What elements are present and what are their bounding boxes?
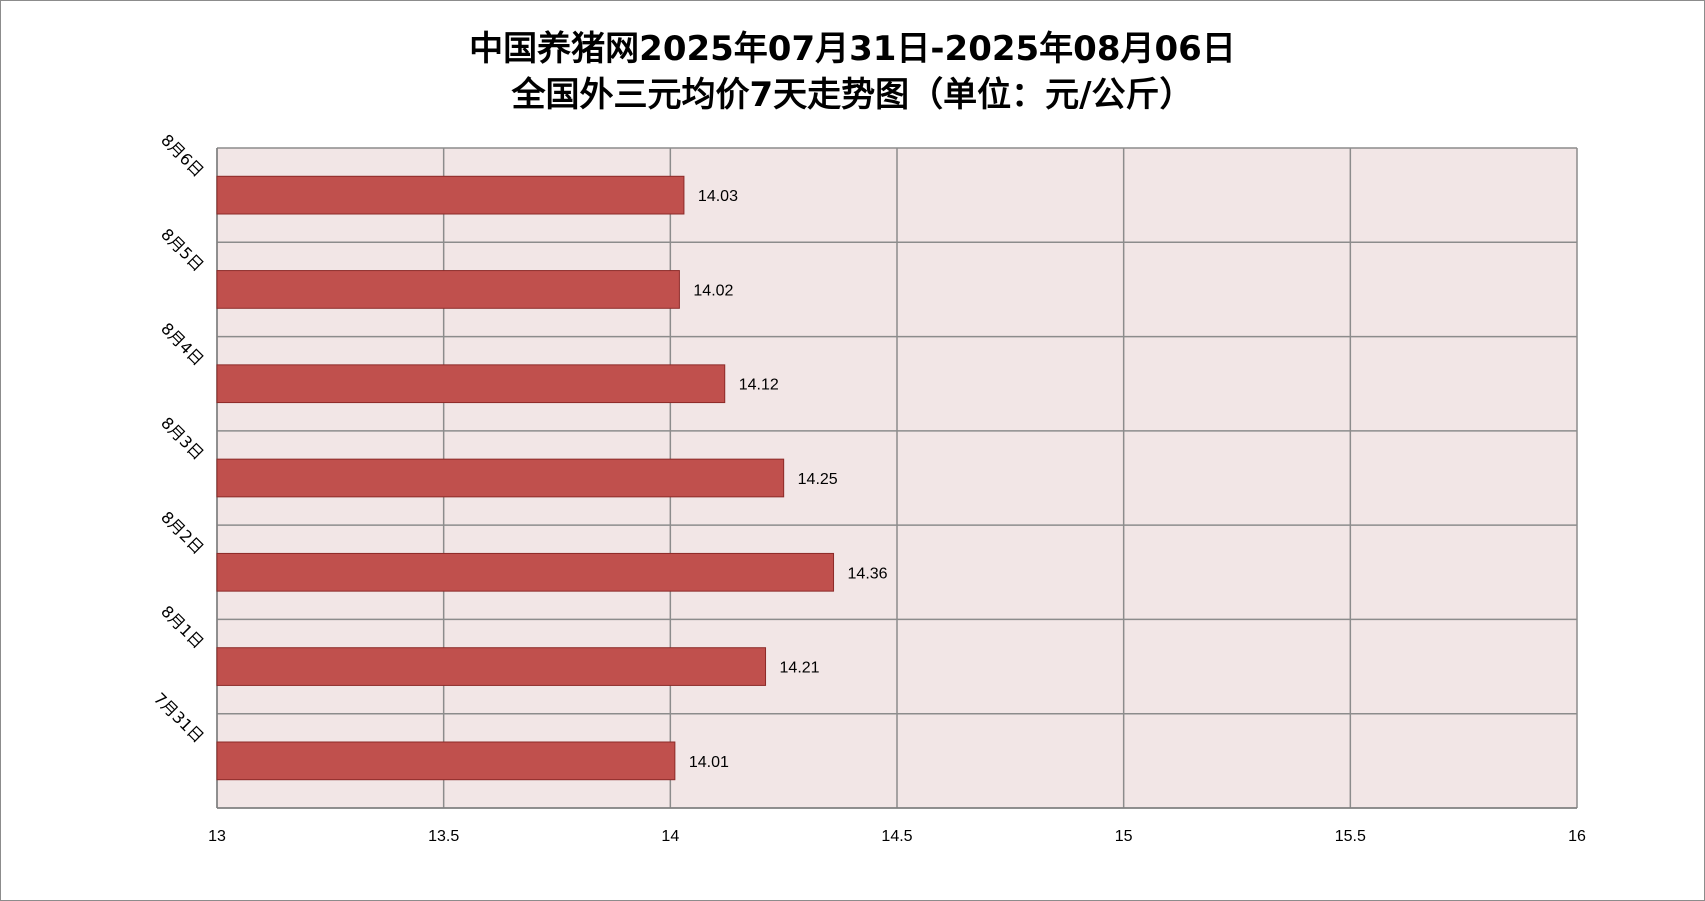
x-tick-label: 13.5 bbox=[428, 828, 459, 845]
bar bbox=[216, 175, 685, 215]
data-label: 14.21 bbox=[780, 660, 820, 677]
x-tick-label: 15 bbox=[1115, 828, 1133, 845]
x-tick-label: 14.5 bbox=[881, 828, 912, 845]
data-label: 14.03 bbox=[698, 188, 738, 205]
x-tick-label: 15.5 bbox=[1335, 828, 1366, 845]
x-tick-label: 14 bbox=[661, 828, 679, 845]
bar bbox=[216, 552, 835, 592]
bar bbox=[216, 741, 676, 781]
data-label: 14.12 bbox=[739, 377, 779, 394]
chart-title-line-1: 中国养猪网2025年07月31日-2025年08月06日 bbox=[469, 29, 1236, 69]
chart-title: 中国养猪网2025年07月31日-2025年08月06日 全国外三元均价7天走势… bbox=[0, 26, 1705, 118]
data-label: 14.25 bbox=[798, 471, 838, 488]
y-tick-label: 7月31日 bbox=[150, 689, 208, 747]
bar bbox=[216, 270, 680, 309]
data-label: 14.01 bbox=[689, 754, 729, 771]
chart-title-line-2: 全国外三元均价7天走势图（单位：元/公斤） bbox=[511, 75, 1194, 115]
y-tick-label: 8月1日 bbox=[157, 602, 207, 652]
x-tick-label: 16 bbox=[1568, 828, 1586, 845]
y-tick-label: 8月6日 bbox=[157, 130, 207, 180]
y-tick-label: 8月4日 bbox=[157, 319, 207, 369]
bar bbox=[216, 458, 785, 498]
bar bbox=[216, 647, 767, 686]
bar bbox=[216, 364, 726, 404]
y-tick-label: 8月3日 bbox=[157, 413, 207, 463]
data-label: 14.02 bbox=[693, 282, 733, 299]
x-tick-label: 13 bbox=[208, 828, 226, 845]
y-tick-label: 8月5日 bbox=[157, 225, 207, 275]
data-label: 14.36 bbox=[848, 565, 888, 582]
y-tick-label: 8月2日 bbox=[157, 508, 207, 558]
